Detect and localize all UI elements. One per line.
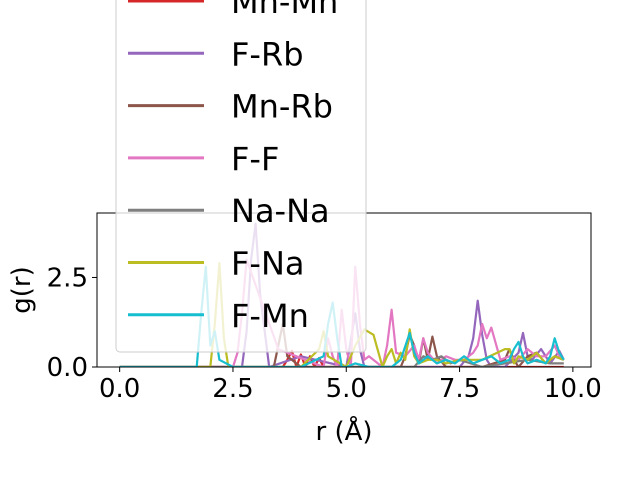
legend-label-mn-rb: Mn-Rb bbox=[231, 88, 333, 126]
series-line-f-mn bbox=[119, 265, 565, 367]
legend-label-na-na: Na-Na bbox=[231, 192, 330, 230]
x-tick-label: 7.5 bbox=[439, 374, 480, 404]
legend-label-f-f: F-F bbox=[231, 140, 279, 178]
y-axis-label: g(r) bbox=[7, 266, 37, 313]
legend-label-f-na: F-Na bbox=[231, 245, 305, 283]
x-tick-label: 10.0 bbox=[544, 374, 602, 404]
y-tick-label: 2.5 bbox=[47, 263, 88, 293]
x-axis-label: r (Å) bbox=[315, 415, 372, 447]
series-line-mn-mn bbox=[119, 349, 564, 367]
x-tick-label: 0.0 bbox=[99, 374, 140, 404]
series-line-na-na bbox=[119, 355, 564, 367]
x-tick-label: 5.0 bbox=[326, 374, 367, 404]
x-tick-label: 2.5 bbox=[212, 374, 253, 404]
legend-label-mn-mn: Mn-Mn bbox=[231, 0, 338, 21]
legend-label-f-rb: F-Rb bbox=[231, 35, 304, 73]
legend: Mn-Mn F-Rb Mn-Rb F-F Na-Na F-Na F-Mn bbox=[115, 0, 367, 353]
y-tick-label: 0.0 bbox=[47, 353, 88, 383]
axis-ticks: 0.0 2.5 5.0 7.5 10.0 0.0 2.5 bbox=[47, 263, 602, 404]
legend-label-f-mn: F-Mn bbox=[231, 297, 309, 335]
